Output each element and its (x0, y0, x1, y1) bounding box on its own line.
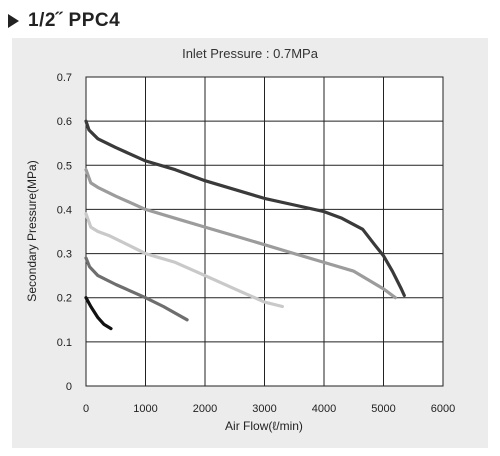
y-tick-label: 0.3 (57, 249, 72, 261)
y-tick-label: 0.2 (57, 293, 72, 305)
y-tick-label: 0.6 (57, 116, 72, 128)
y-tick-label: 0.7 (57, 72, 72, 84)
series-line-4 (84, 256, 189, 322)
y-tick-label: 0.4 (57, 204, 72, 216)
triangle-bullet-icon (8, 14, 19, 28)
chart-header: 1/2˝ PPC4 (8, 8, 120, 34)
x-tick-label: 1000 (133, 403, 157, 415)
series-line-3 (84, 212, 284, 309)
x-tick-label: 3000 (252, 403, 276, 415)
y-tick-label: 0.1 (57, 337, 72, 349)
x-tick-label: 6000 (431, 403, 455, 415)
x-tick-label: 5000 (371, 403, 395, 415)
series-line-1 (84, 119, 406, 298)
page-title: 1/2˝ PPC4 (28, 10, 121, 31)
y-axis-label: Secondary Pressure(MPa) (25, 160, 39, 301)
series-lines (84, 119, 406, 331)
x-tick-label: 4000 (312, 403, 336, 415)
x-axis-label: Air Flow(ℓ/min) (225, 419, 303, 433)
x-tick-label: 2000 (193, 403, 217, 415)
x-tick-label: 0 (83, 403, 89, 415)
series-line-2 (84, 168, 397, 300)
chart-title: Inlet Pressure : 0.7MPa (182, 46, 318, 61)
series-line-5 (84, 296, 113, 331)
y-tick-label: 0 (66, 381, 72, 393)
y-tick-label: 0.5 (57, 160, 72, 172)
tick-labels: 0 1000 2000 3000 4000 5000 6000 0 0.1 0.2 0.3 0.4 0.… (57, 72, 456, 415)
